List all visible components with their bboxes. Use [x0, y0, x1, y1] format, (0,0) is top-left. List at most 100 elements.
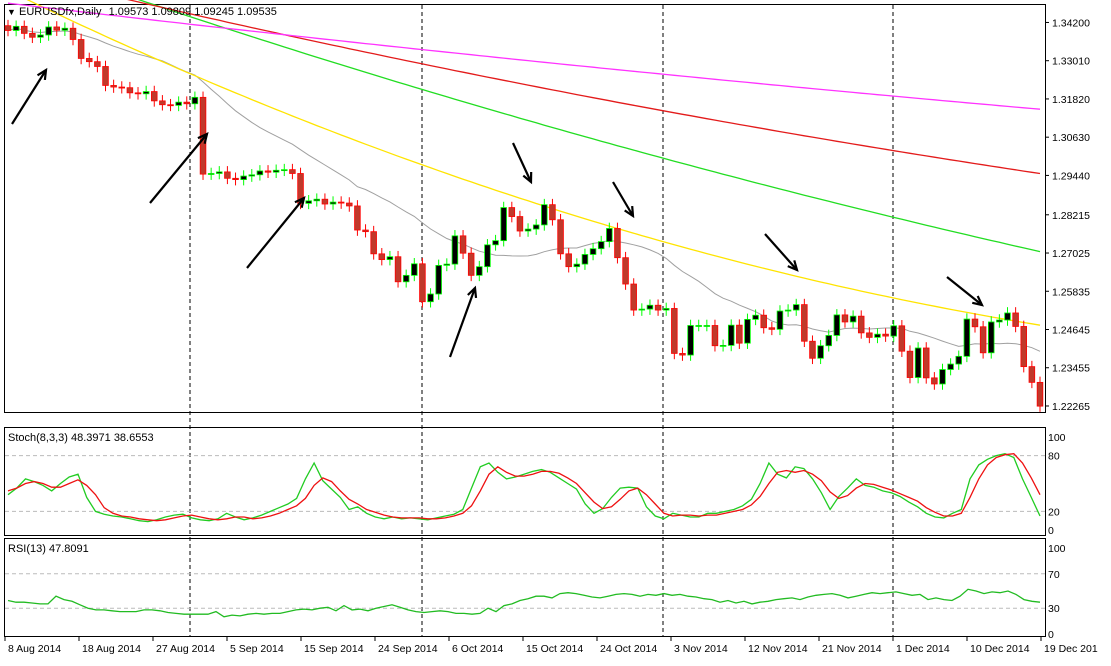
candle-body[interactable] [1036, 381, 1044, 407]
candle-body[interactable] [784, 309, 792, 312]
candle-body[interactable] [305, 200, 312, 204]
candle-body[interactable] [866, 332, 873, 338]
candle-body[interactable] [69, 27, 77, 40]
dropdown-triangle-icon[interactable]: ▼ [7, 7, 16, 17]
candle-body[interactable] [817, 345, 824, 359]
candle-body[interactable] [703, 325, 711, 327]
candle-body[interactable] [597, 241, 605, 250]
candle-body[interactable] [833, 314, 841, 336]
candle-body[interactable] [719, 345, 727, 347]
candle-body[interactable] [354, 205, 361, 231]
candle-body[interactable] [378, 253, 386, 261]
candle-body[interactable] [264, 170, 272, 173]
candle-body[interactable] [240, 175, 247, 180]
candle-body[interactable] [1012, 312, 1019, 327]
candle-body[interactable] [248, 174, 256, 177]
candle-body[interactable] [654, 304, 662, 311]
candle-body[interactable] [606, 228, 613, 243]
candle-body[interactable] [955, 355, 962, 365]
candle-body[interactable] [142, 91, 150, 95]
candle-body[interactable] [882, 333, 889, 337]
candle-body[interactable] [94, 61, 101, 67]
candle-body[interactable] [313, 198, 321, 202]
candle-body[interactable] [110, 85, 117, 88]
candle-body[interactable] [459, 235, 467, 254]
candle-body[interactable] [988, 321, 995, 354]
candle-body[interactable] [996, 319, 1003, 323]
candle-body[interactable] [727, 324, 735, 346]
candle-body[interactable] [4, 25, 12, 31]
candle-body[interactable] [947, 363, 954, 370]
candle-body[interactable] [516, 216, 524, 232]
candle-body[interactable] [890, 325, 897, 337]
candle-body[interactable] [622, 257, 629, 285]
candle-body[interactable] [427, 293, 434, 303]
candle-body[interactable] [532, 224, 540, 230]
candle-body[interactable] [809, 340, 816, 359]
candle-body[interactable] [549, 204, 556, 221]
candle-body[interactable] [451, 235, 459, 265]
candle-body[interactable] [646, 304, 654, 310]
candle-body[interactable] [12, 25, 20, 31]
candle-body[interactable] [207, 173, 215, 175]
candle-body[interactable] [329, 201, 337, 205]
candle-body[interactable] [467, 252, 475, 276]
candle-body[interactable] [492, 240, 499, 246]
candle-body[interactable] [175, 101, 182, 106]
candle-body[interactable] [394, 256, 402, 283]
candle-body[interactable] [752, 314, 759, 320]
candle-body[interactable] [971, 318, 979, 328]
candle-body[interactable] [671, 308, 678, 354]
candle-body[interactable] [386, 256, 394, 261]
candle-body[interactable] [768, 327, 776, 330]
candle-body[interactable] [484, 244, 491, 268]
candle-body[interactable] [939, 369, 946, 385]
candle-body[interactable] [581, 254, 589, 265]
candle-body[interactable] [744, 318, 751, 344]
candle-body[interactable] [53, 26, 61, 31]
candle-body[interactable] [126, 87, 134, 94]
candle-body[interactable] [500, 207, 507, 242]
candle-body[interactable] [963, 318, 971, 357]
candle-body[interactable] [321, 198, 329, 205]
candle-body[interactable] [638, 308, 646, 311]
candle-body[interactable] [898, 325, 906, 352]
candle-body[interactable] [541, 204, 548, 226]
candle-body[interactable] [281, 169, 288, 172]
candle-body[interactable] [151, 91, 158, 102]
candle-body[interactable] [21, 25, 28, 34]
candle-body[interactable] [118, 86, 126, 89]
candle-body[interactable] [191, 96, 199, 105]
candle-body[interactable] [524, 228, 532, 232]
candle-body[interactable] [565, 253, 572, 268]
candle-body[interactable] [711, 325, 719, 347]
candle-body[interactable] [508, 207, 516, 217]
candle-body[interactable] [687, 325, 694, 356]
candle-body[interactable] [874, 333, 881, 338]
candle-body[interactable] [216, 171, 223, 174]
candle-body[interactable] [476, 266, 483, 276]
candle-body[interactable] [419, 263, 426, 303]
candle-body[interactable] [979, 326, 987, 354]
candle-body[interactable] [1004, 312, 1011, 321]
candle-body[interactable] [77, 39, 85, 59]
candle-body[interactable] [922, 347, 930, 379]
candle-body[interactable] [337, 201, 345, 204]
candle-body[interactable] [1020, 326, 1027, 368]
candle-body[interactable] [679, 353, 686, 356]
candle-body[interactable] [232, 177, 239, 180]
candle-body[interactable] [435, 264, 442, 295]
candle-body[interactable] [102, 66, 109, 86]
candle-body[interactable] [914, 347, 922, 378]
candle-body[interactable] [167, 104, 174, 107]
candle-body[interactable] [86, 58, 93, 63]
candle-body[interactable] [256, 170, 264, 176]
candle-body[interactable] [29, 32, 36, 38]
candle-body[interactable] [346, 202, 353, 207]
candle-body[interactable] [573, 263, 581, 268]
candle-body[interactable] [557, 219, 564, 255]
candle-body[interactable] [61, 27, 69, 31]
candle-body[interactable] [792, 304, 800, 311]
